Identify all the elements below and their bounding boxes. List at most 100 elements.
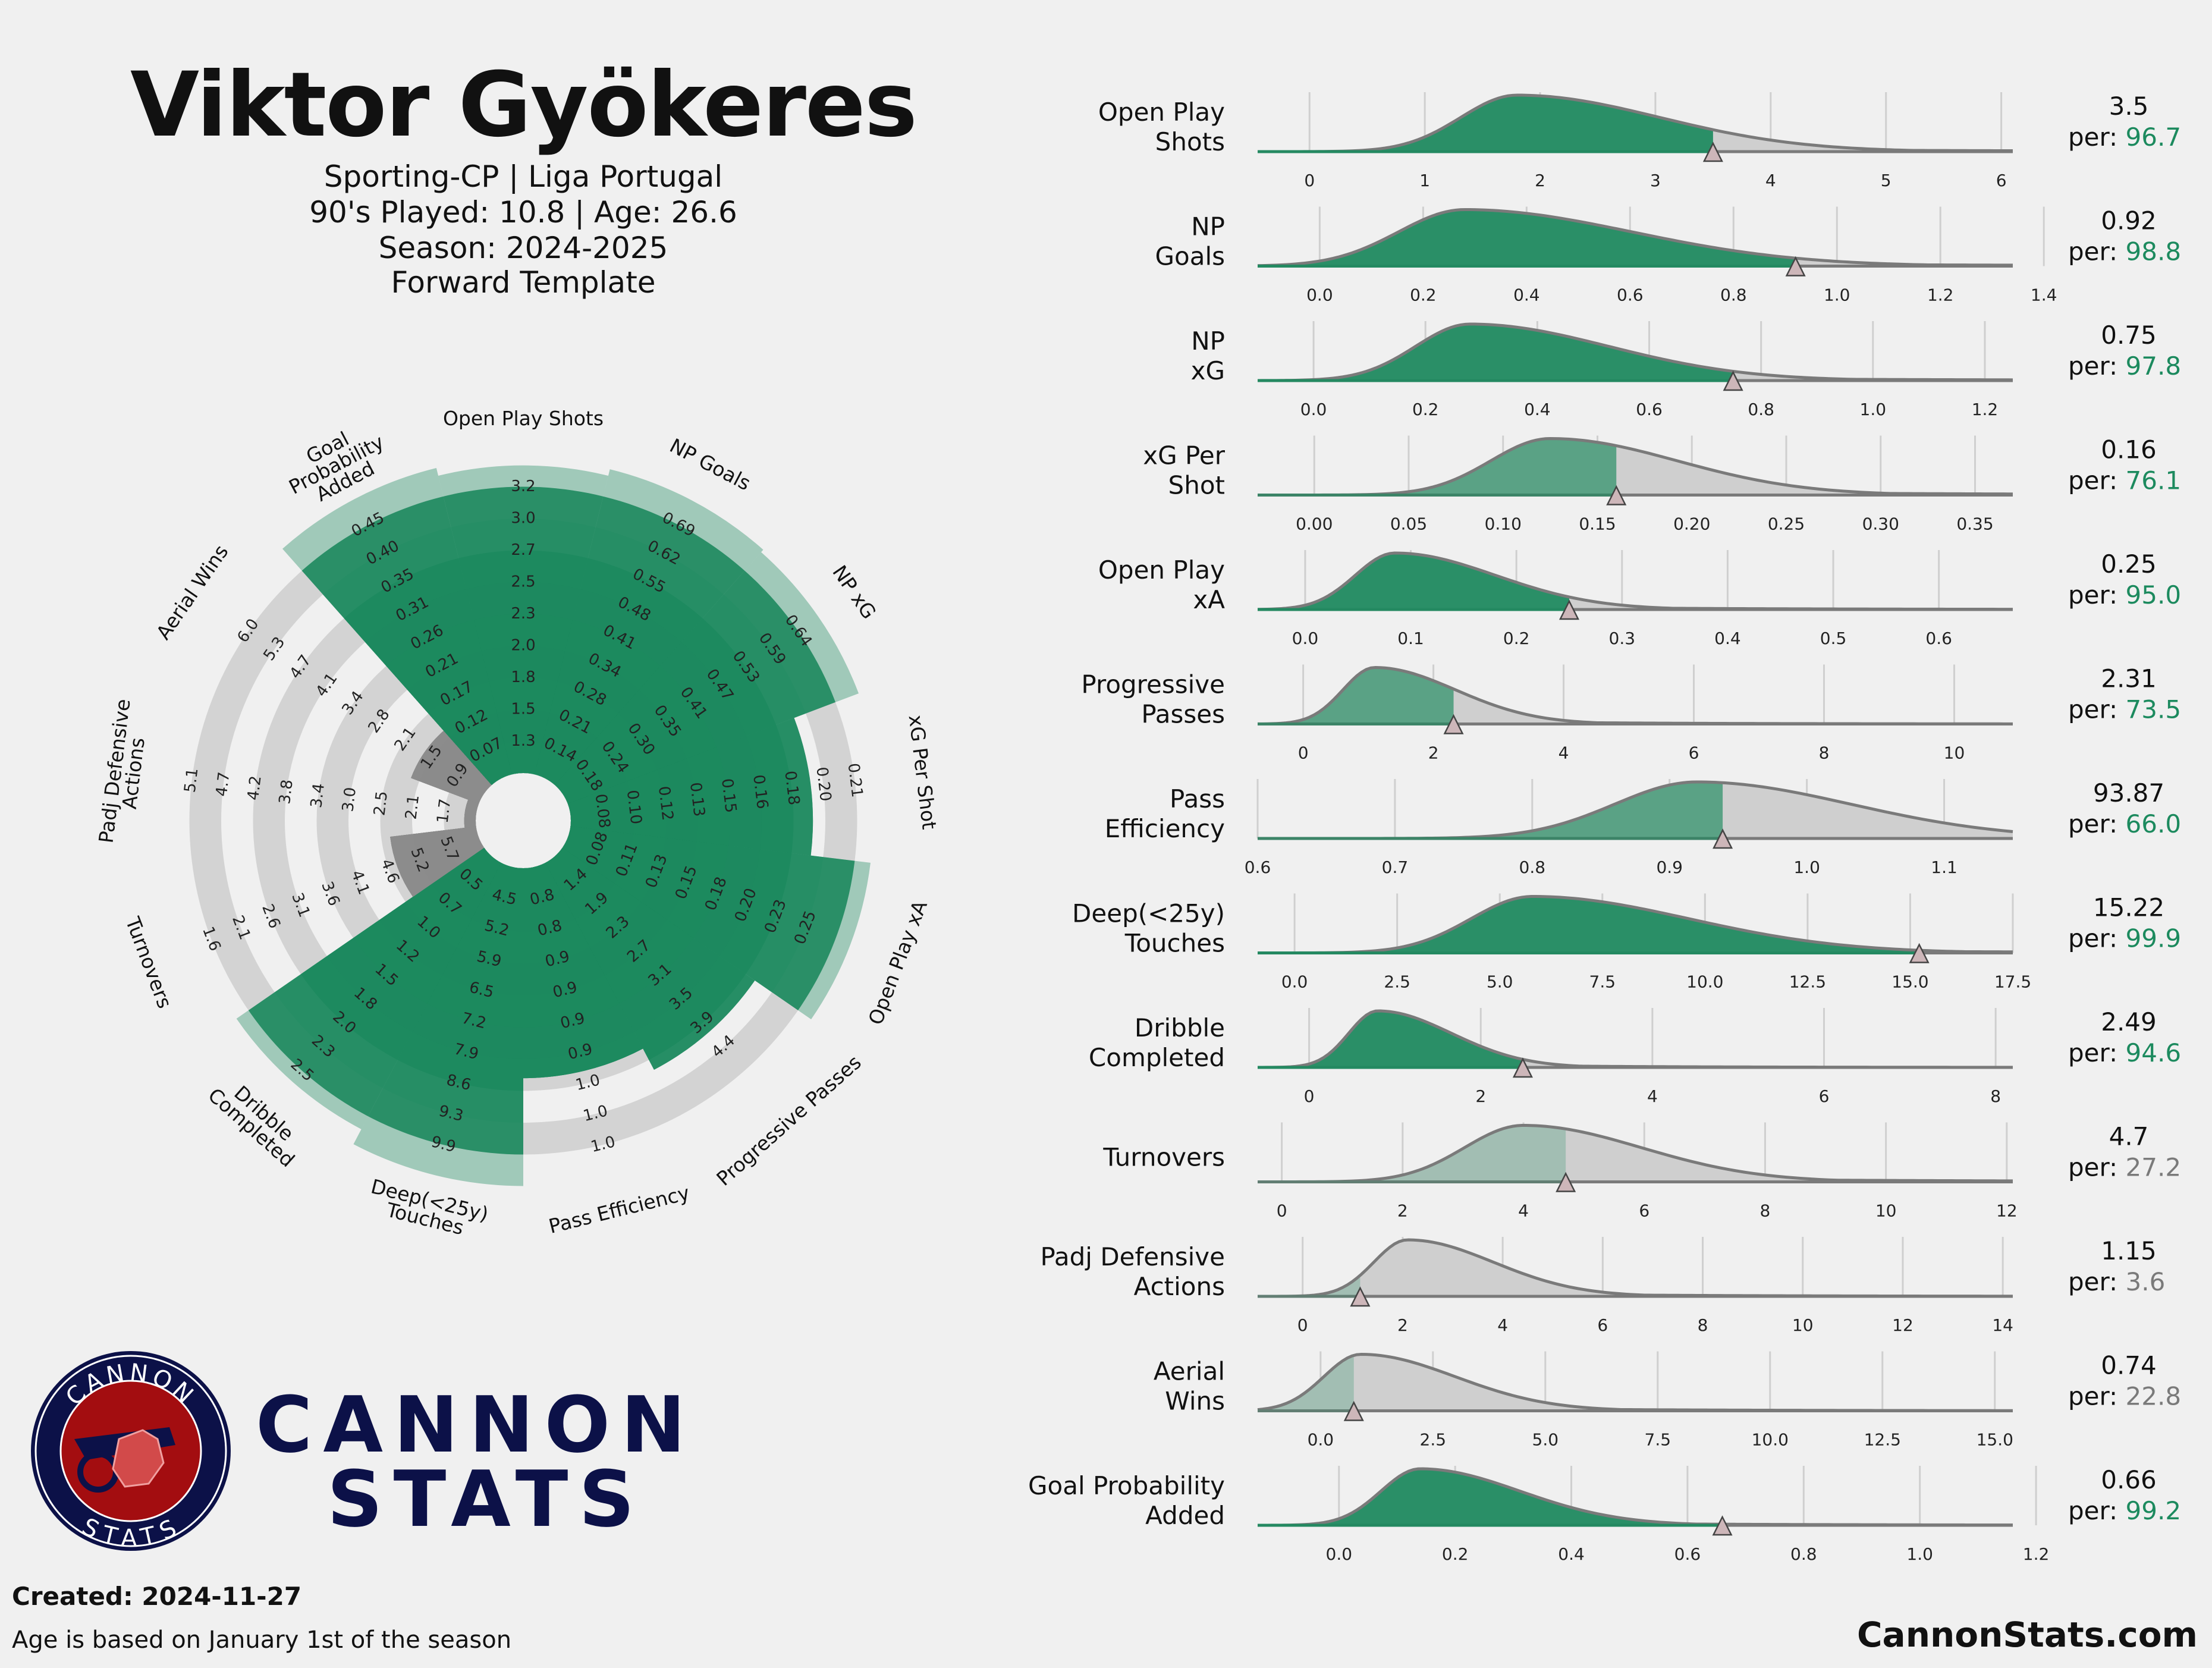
x-tick-label: 0.6 — [1617, 285, 1644, 305]
x-tick-label: 0.20 — [1673, 514, 1710, 534]
x-tick-label: 0.7 — [1382, 857, 1409, 877]
radar-tick-label: 0.20 — [812, 766, 834, 802]
metric-percentile: per: 96.7 — [2068, 122, 2181, 152]
x-tick-label: 0.05 — [1390, 514, 1427, 534]
metric-label: Goal Probability Added — [1028, 1471, 1225, 1530]
player-marker — [1559, 599, 1580, 620]
x-tick-label: 0.35 — [1956, 514, 1993, 534]
metric-percentile: per: 99.2 — [2068, 1496, 2181, 1525]
metric-percentile: per: 73.5 — [2068, 695, 2181, 724]
x-tick-label: 5.0 — [1487, 972, 1513, 992]
x-tick-label: 4 — [1647, 1086, 1658, 1106]
x-tick-label: 1.2 — [2023, 1544, 2050, 1564]
x-tick-label: 15.0 — [1891, 972, 1928, 992]
x-tick-label: 12 — [1996, 1201, 2018, 1221]
x-tick-label: 0.8 — [1748, 400, 1774, 419]
radar-tick-label: 2.7 — [511, 541, 535, 559]
x-tick-label: 2 — [1397, 1315, 1408, 1335]
x-tick-label: 12.5 — [1864, 1430, 1901, 1450]
metric-label: Pass Efficiency — [1105, 784, 1225, 843]
x-tick-label: 0.15 — [1579, 514, 1616, 534]
x-tick-label: 0.2 — [1412, 400, 1439, 419]
season: Season: 2024-2025 — [378, 231, 668, 265]
template-name: Forward Template — [391, 265, 656, 300]
x-tick-label: 1 — [1419, 171, 1430, 190]
x-tick-label: 1.0 — [1906, 1544, 1933, 1564]
x-tick-label: 0 — [1298, 743, 1309, 763]
x-tick-label: 14 — [1992, 1315, 2013, 1335]
distribution-fill — [1258, 324, 1733, 381]
metric-percentile: per: 98.8 — [2068, 237, 2181, 266]
distribution-fill — [1258, 1011, 1523, 1067]
metric-percentile: per: 76.1 — [2068, 466, 2181, 495]
metric-value: 4.7 — [2109, 1122, 2149, 1151]
radar-tick-label: 3.8 — [276, 778, 297, 805]
metric-label: xG Per Shot — [1143, 441, 1225, 500]
metric-label: Deep(<25y) Touches — [1072, 899, 1225, 958]
radar-tick-label: 4.2 — [244, 775, 265, 802]
x-tick-label: 10 — [1792, 1315, 1814, 1335]
radar-tick-label: 3.0 — [511, 510, 535, 527]
distribution-row: 0.0 2.5 5.0 7.5 10.0 12.5 15.0 17.5 Deep(<25y) To… — [1072, 893, 2181, 992]
x-tick-label: 8 — [1698, 1315, 1708, 1335]
distribution-row: 0.0 0.2 0.4 0.6 0.8 1.0 1.2 1.4 NP Goals 0.92per: … — [1155, 206, 2181, 305]
metric-percentile: per: 97.8 — [2068, 351, 2181, 381]
metric-percentile: per: 3.6 — [2068, 1267, 2165, 1296]
x-tick-label: 1.0 — [1793, 857, 1820, 877]
x-tick-label: 4 — [1559, 743, 1569, 763]
x-tick-label: 0.0 — [1300, 400, 1327, 419]
radar-tick-label: 2.3 — [511, 605, 535, 623]
x-tick-label: 0.6 — [1636, 400, 1663, 419]
player-marker — [1512, 1057, 1533, 1078]
x-tick-label: 0.10 — [1485, 514, 1522, 534]
x-tick-label: 0.00 — [1296, 514, 1333, 534]
x-tick-label: 6 — [1819, 1086, 1830, 1106]
x-tick-label: 2 — [1475, 1086, 1486, 1106]
x-tick-label: 3 — [1650, 171, 1661, 190]
player-marker — [1785, 256, 1806, 277]
radar-tick-label: 1.5 — [511, 701, 535, 718]
x-tick-label: 1.4 — [2031, 285, 2057, 305]
x-tick-label: 6 — [1689, 743, 1699, 763]
x-tick-label: 1.0 — [1824, 285, 1850, 305]
distribution-row: 0 2 4 6 8 10 12 14 Padj Defensive Actions 1.15per:… — [1040, 1236, 2165, 1335]
metric-label: Turnovers — [1102, 1143, 1225, 1172]
metric-label: NP xG — [1191, 326, 1225, 385]
x-tick-label: 10.0 — [1686, 972, 1723, 992]
metric-value: 0.16 — [2101, 435, 2157, 464]
x-tick-label: 0.8 — [1720, 285, 1747, 305]
x-tick-label: 6 — [1597, 1315, 1608, 1335]
minutes-age: 90's Played: 10.8 | Age: 26.6 — [309, 195, 737, 230]
radar-tick-label: 3.4 — [307, 783, 328, 809]
distribution-area — [1258, 1240, 2013, 1296]
x-tick-label: 10 — [1875, 1201, 1897, 1221]
x-tick-label: 0.0 — [1306, 285, 1333, 305]
distribution-fill — [1258, 782, 1723, 838]
radar-tick-label: 2.1 — [402, 794, 423, 821]
x-tick-label: 0.2 — [1503, 629, 1530, 648]
metric-percentile: per: 66.0 — [2068, 809, 2181, 838]
x-tick-label: 2 — [1397, 1201, 1408, 1221]
x-tick-label: 2 — [1428, 743, 1439, 763]
x-tick-label: 0.30 — [1862, 514, 1899, 534]
distribution-fill — [1258, 1125, 1566, 1182]
metric-label: NP Goals — [1155, 212, 1225, 271]
x-tick-label: 0 — [1304, 171, 1315, 190]
site-url[interactable]: CannonStats.com — [1856, 1614, 2198, 1655]
player-marker — [1702, 142, 1723, 162]
distribution-curve — [1257, 93, 2013, 153]
radar-tick-label: 5.1 — [181, 767, 202, 794]
x-tick-label: 0.6 — [1925, 629, 1952, 648]
metric-label: Padj Defensive Actions — [1040, 1242, 1225, 1301]
x-tick-label: 1.2 — [1927, 285, 1954, 305]
x-tick-label: 4 — [1518, 1201, 1529, 1221]
radar-tick-label: 0.08 — [592, 793, 614, 829]
x-tick-label: 0.4 — [1714, 629, 1741, 648]
x-tick-label: 0.2 — [1442, 1544, 1469, 1564]
player-marker — [1350, 1286, 1371, 1307]
x-tick-label: 8 — [1990, 1086, 2001, 1106]
